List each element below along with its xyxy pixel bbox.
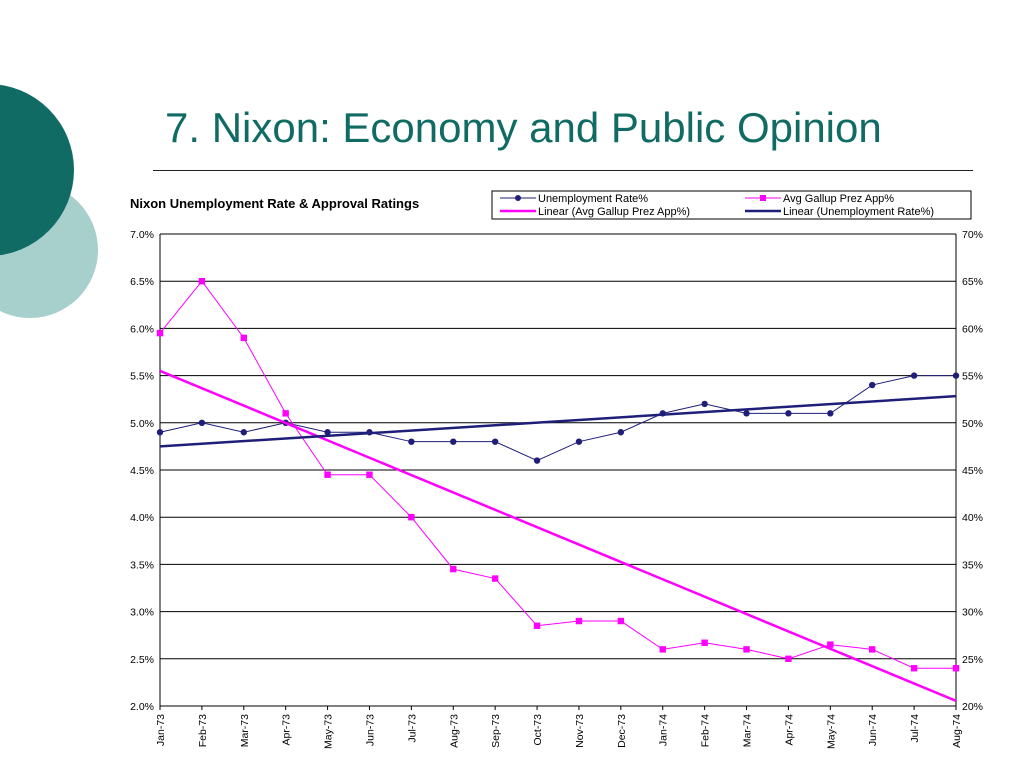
y-right-tick-label: 35% bbox=[962, 559, 983, 571]
legend-label: Avg Gallup Prez App% bbox=[783, 193, 894, 205]
data-point-unemployment-rate bbox=[240, 429, 247, 436]
data-point-unemployment-rate bbox=[785, 410, 792, 417]
y-right-tick-label: 30% bbox=[962, 607, 983, 619]
y-left-tick-label: 5.5% bbox=[130, 371, 154, 383]
legend-label: Linear (Avg Gallup Prez App%) bbox=[538, 206, 690, 218]
y-left-tick-label: 7.0% bbox=[130, 229, 154, 241]
x-tick-label: Jun-73 bbox=[364, 714, 376, 746]
x-tick-label: Aug-74 bbox=[951, 714, 963, 748]
x-tick-label: Jul-73 bbox=[406, 714, 418, 743]
chart-title: Nixon Unemployment Rate & Approval Ratin… bbox=[130, 196, 419, 211]
x-tick-label: May-74 bbox=[825, 714, 837, 749]
y-right-tick-label: 65% bbox=[962, 276, 983, 288]
data-point-avg-gallup-prez-app bbox=[240, 334, 247, 342]
x-tick-label: Dec-73 bbox=[616, 714, 628, 748]
data-point-unemployment-rate bbox=[743, 410, 750, 417]
data-point-avg-gallup-prez-app bbox=[827, 641, 834, 648]
data-point-avg-gallup-prez-app bbox=[659, 646, 666, 653]
x-tick-label: Jun-74 bbox=[867, 714, 879, 746]
data-point-avg-gallup-prez-app bbox=[869, 646, 876, 653]
data-point-unemployment-rate bbox=[408, 438, 415, 445]
data-point-avg-gallup-prez-app bbox=[533, 622, 541, 629]
data-point-avg-gallup-prez-app bbox=[952, 665, 960, 672]
data-point-unemployment-rate bbox=[198, 419, 206, 426]
legend-marker bbox=[515, 195, 521, 201]
x-tick-label: Jul-74 bbox=[909, 714, 921, 743]
y-right-tick-label: 60% bbox=[962, 323, 983, 335]
y-left-tick-label: 2.5% bbox=[130, 654, 154, 666]
data-point-avg-gallup-prez-app bbox=[785, 655, 792, 662]
chart-legend: Unemployment Rate% Avg Gallup Prez App%Li… bbox=[491, 190, 972, 220]
y-right-tick-label: 50% bbox=[962, 418, 983, 430]
y-left-tick-label: 4.5% bbox=[130, 465, 154, 477]
data-point-avg-gallup-prez-app bbox=[575, 617, 583, 625]
x-tick-label: Jan-73 bbox=[155, 714, 167, 746]
data-point-unemployment-rate bbox=[952, 372, 960, 379]
data-point-unemployment-rate bbox=[324, 429, 331, 436]
plot-area: 2.0% 2.5% 3.0% 3.5% 4.0% 4.5% 5.0% 5.5% 6.0% 6.5%… bbox=[130, 229, 983, 749]
x-tick-label: Apr-74 bbox=[783, 714, 795, 746]
data-point-unemployment-rate bbox=[910, 372, 918, 379]
data-point-avg-gallup-prez-app bbox=[198, 278, 206, 285]
legend-frame bbox=[491, 190, 972, 220]
data-point-avg-gallup-prez-app bbox=[366, 471, 373, 478]
x-tick-label: Mar-74 bbox=[742, 714, 754, 747]
x-tick-label: Apr-73 bbox=[281, 714, 293, 746]
data-point-avg-gallup-prez-app bbox=[282, 410, 289, 417]
legend-label: Unemployment Rate% bbox=[538, 193, 648, 205]
data-point-avg-gallup-prez-app bbox=[701, 639, 708, 646]
data-point-unemployment-rate bbox=[491, 438, 499, 445]
x-tick-label: Feb-74 bbox=[700, 714, 712, 747]
data-point-avg-gallup-prez-app bbox=[450, 565, 457, 573]
x-tick-label: Oct-73 bbox=[532, 714, 544, 746]
x-tick-label: Mar-73 bbox=[239, 714, 251, 747]
y-right-tick-label: 25% bbox=[962, 654, 983, 666]
y-right-tick-label: 55% bbox=[962, 371, 983, 383]
data-point-unemployment-rate bbox=[450, 438, 457, 445]
y-left-tick-label: 6.5% bbox=[130, 276, 154, 288]
y-left-tick-label: 3.5% bbox=[130, 559, 154, 571]
data-point-unemployment-rate bbox=[617, 429, 625, 436]
data-point-unemployment-rate bbox=[156, 429, 164, 436]
slide-title: 7. Nixon: Economy and Public Opinion bbox=[165, 104, 882, 151]
slide-decoration bbox=[0, 84, 98, 318]
x-tick-label: Jan-74 bbox=[658, 714, 670, 746]
y-right-tick-label: 40% bbox=[962, 512, 983, 524]
data-point-unemployment-rate bbox=[533, 457, 541, 464]
data-point-unemployment-rate bbox=[575, 438, 583, 445]
data-point-unemployment-rate bbox=[827, 410, 834, 417]
decor-dark-circle bbox=[0, 84, 74, 256]
data-point-avg-gallup-prez-app bbox=[491, 575, 499, 582]
title-rule bbox=[153, 170, 973, 171]
data-point-avg-gallup-prez-app bbox=[910, 665, 918, 672]
trendline-linear-unemployment-rate bbox=[160, 394, 956, 448]
data-point-avg-gallup-prez-app bbox=[156, 329, 164, 337]
series-line-unemployment-rate bbox=[159, 375, 956, 462]
x-tick-label: Aug-73 bbox=[448, 714, 460, 748]
x-tick-label: Nov-73 bbox=[574, 714, 586, 748]
y-left-tick-label: 3.0% bbox=[130, 607, 154, 619]
x-tick-label: Sep-73 bbox=[490, 714, 502, 748]
data-point-avg-gallup-prez-app bbox=[743, 646, 750, 653]
data-point-avg-gallup-prez-app bbox=[408, 514, 415, 521]
legend-label: Linear (Unemployment Rate%) bbox=[783, 206, 934, 218]
data-point-unemployment-rate bbox=[869, 381, 876, 389]
data-point-unemployment-rate bbox=[701, 400, 708, 408]
y-right-tick-label: 20% bbox=[962, 701, 983, 713]
x-tick-label: May-73 bbox=[323, 714, 335, 749]
x-tick-label: Feb-73 bbox=[197, 714, 209, 747]
y-left-tick-label: 2.0% bbox=[130, 701, 154, 713]
y-left-tick-label: 4.0% bbox=[130, 512, 154, 524]
data-point-avg-gallup-prez-app bbox=[324, 471, 331, 478]
trendline-linear-avg-gallup-prez-app bbox=[160, 369, 956, 703]
legend-marker bbox=[760, 195, 766, 201]
y-right-tick-label: 45% bbox=[962, 465, 983, 477]
y-left-tick-label: 6.0% bbox=[130, 323, 154, 335]
y-left-tick-label: 5.0% bbox=[130, 418, 154, 430]
data-point-avg-gallup-prez-app bbox=[617, 617, 625, 625]
y-right-tick-label: 70% bbox=[962, 229, 983, 241]
series-line-avg-gallup-prez-app bbox=[159, 280, 956, 669]
